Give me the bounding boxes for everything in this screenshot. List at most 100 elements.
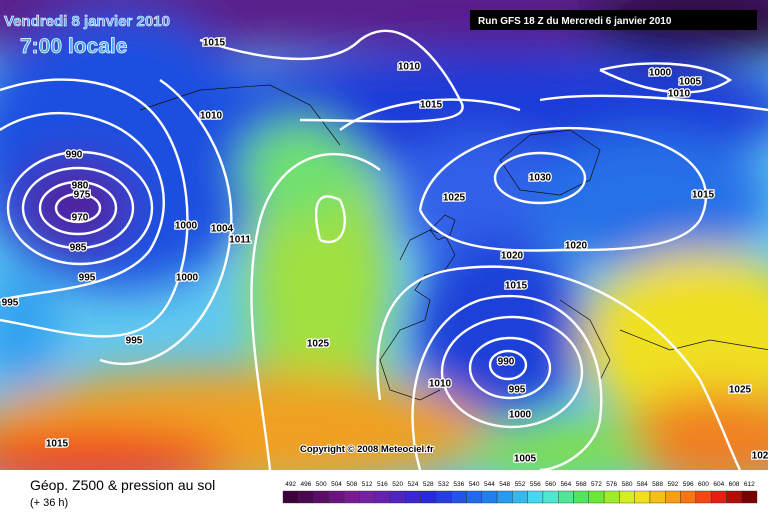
run-box	[470, 10, 757, 30]
scale-label: 520	[392, 481, 403, 488]
isobar-label: 1015	[420, 100, 443, 111]
isobar-label: 1025	[443, 193, 466, 204]
scale-cell	[726, 490, 742, 504]
scale-cell	[405, 490, 421, 504]
scale-cell	[435, 490, 452, 504]
isobar-label: 1010	[200, 111, 223, 122]
scale-label: 512	[362, 481, 373, 488]
isobar-label: 995	[509, 385, 526, 396]
scale-label: 544	[484, 481, 495, 488]
scale-cell	[741, 490, 758, 504]
scale-label: 612	[744, 481, 755, 488]
isobar-label: 1015	[203, 38, 226, 49]
isobar-label: 1004	[211, 224, 234, 235]
isobar-label: 1015	[692, 190, 715, 201]
scale-label: 508	[346, 481, 357, 488]
scale-label: 536	[453, 481, 464, 488]
isobar-label: 1025	[307, 339, 330, 350]
scale-label: 500	[316, 481, 327, 488]
scale-label: 552	[515, 481, 526, 488]
isobar-label: 1000	[176, 273, 199, 284]
scale-cell	[695, 490, 712, 504]
scale-cell	[558, 490, 574, 504]
scale-label: 584	[637, 481, 648, 488]
scale-cell	[665, 490, 681, 504]
scale-label: 540	[469, 481, 480, 488]
scale-cell	[542, 490, 559, 504]
scale-cell	[588, 490, 605, 504]
isobar-label: 990	[66, 150, 83, 161]
scale-cell	[573, 490, 590, 504]
scale-cell	[343, 490, 360, 504]
scale-label: 556	[530, 481, 541, 488]
field: 1015101010001005101010101015990980975970…	[0, 0, 768, 470]
scale-label: 600	[698, 481, 709, 488]
isobar-label: 1000	[649, 68, 672, 79]
scale-label: 604	[713, 481, 724, 488]
scale-label: 560	[545, 481, 556, 488]
isobar-label: 1011	[229, 235, 251, 246]
scale-cell	[466, 490, 482, 504]
scale-label: 592	[667, 481, 678, 488]
scale-label: 504	[331, 481, 342, 488]
isobar-label: 985	[70, 243, 87, 254]
lead-time: (+ 36 h)	[30, 497, 68, 509]
scale-label: 588	[652, 481, 663, 488]
scale-cell	[389, 490, 406, 504]
scale-label: 580	[622, 481, 633, 488]
legend-title: Géop. Z500 & pression au sol	[30, 477, 215, 493]
scale-cell	[512, 490, 528, 504]
isobar-label: 1030	[529, 173, 552, 184]
scale-cell	[619, 490, 635, 504]
isobar-labels: 1015101010001005101010101015990980975970…	[0, 36, 768, 466]
isobar-label: 995	[2, 298, 19, 309]
isobar-label: 990	[498, 357, 515, 368]
scale-cell	[374, 490, 391, 504]
scale-cell	[313, 490, 330, 504]
scale-cell	[359, 490, 375, 504]
isobar-label: 1000	[175, 221, 198, 232]
scale-cell	[527, 490, 544, 504]
isobar-label: 1025	[729, 385, 752, 396]
forecast-time: 7:00 locale	[20, 35, 127, 58]
run-info: Run GFS 18 Z du Mercredi 6 janvier 2010	[478, 16, 672, 27]
scale-cell	[603, 490, 620, 504]
scale-cell	[680, 490, 697, 504]
isobar-label: 102	[752, 451, 768, 462]
isobar-label: 1020	[501, 251, 524, 262]
scale-cell	[481, 490, 498, 504]
scale-label: 524	[408, 481, 419, 488]
isobar-label: 1005	[679, 77, 702, 88]
isobar-label: 1000	[509, 410, 532, 421]
isobars	[0, 29, 768, 470]
scale-label: 564	[560, 481, 571, 488]
isobar-label: 975	[74, 190, 91, 201]
scale-label: 516	[377, 481, 388, 488]
scale-cell	[496, 490, 513, 504]
scale-label: 496	[301, 481, 312, 488]
scale-cell	[328, 490, 345, 504]
isobar-label: 970	[72, 213, 89, 224]
isobar-label: 1005	[514, 454, 537, 465]
scale-label: 528	[423, 481, 434, 488]
scale-cell	[420, 490, 437, 504]
scale-cell	[450, 490, 467, 504]
isobar-label: 1015	[46, 439, 69, 450]
color-scale: 492 496 500 504 508 512 516 520 524 528 532 536 540 5…	[282, 481, 758, 504]
forecast-date: Vendredi 8 janvier 2010	[4, 13, 170, 30]
isobar-label: 1020	[565, 241, 588, 252]
scale-cell	[282, 490, 299, 504]
scale-cell	[634, 490, 651, 504]
scale-label: 596	[683, 481, 694, 488]
scale-cell	[649, 490, 666, 504]
isobar-label: 980	[72, 181, 89, 192]
scale-cell	[710, 490, 727, 504]
scale-label: 532	[438, 481, 449, 488]
isobar-label: 1010	[429, 379, 452, 390]
scale-label: 492	[285, 481, 296, 488]
copyright: Copyright © 2008 Meteociel.fr	[300, 444, 434, 455]
scale-label: 576	[606, 481, 617, 488]
scale-label: 568	[576, 481, 587, 488]
